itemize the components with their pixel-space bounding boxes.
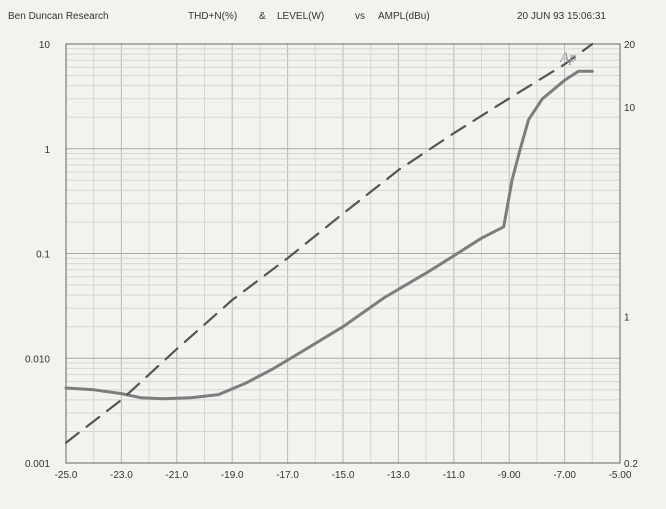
y-right-tick-label: 20 — [624, 40, 636, 51]
thd-series-line — [64, 69, 594, 401]
y-left-tick-label: 1 — [44, 145, 50, 156]
x-quantity-label: AMPL(dBu) — [378, 11, 430, 22]
x-tick-label: -15.0 — [332, 470, 355, 481]
y-right-tick-label: 10 — [624, 103, 636, 114]
y-left-tick-label: 0.010 — [25, 354, 50, 365]
x-tick-label: -23.0 — [110, 470, 133, 481]
brand-label: Ben Duncan Research — [8, 11, 109, 22]
y-left-tick-label: 10 — [39, 40, 51, 51]
x-tick-label: -25.0 — [55, 470, 78, 481]
x-tick-label: -11.0 — [443, 470, 465, 481]
measure-level-label: LEVEL(W) — [277, 11, 325, 22]
plot-frame — [65, 43, 621, 464]
level-series-line — [64, 42, 594, 444]
series-lines — [64, 42, 594, 444]
y-right-tick-label: 0.2 — [624, 459, 638, 470]
x-tick-label: -17.0 — [276, 470, 299, 481]
timestamp-label: 20 JUN 93 15:06:31 — [517, 11, 606, 22]
y-left-tick-label: 0.1 — [36, 250, 50, 261]
y-left-tick-label: 0.001 — [25, 459, 50, 470]
x-tick-label: -13.0 — [387, 470, 410, 481]
y-right-tick-label: 1 — [624, 313, 630, 324]
measure-thd-label: THD+N(%) — [188, 11, 238, 22]
annotation-ap: Ap — [559, 50, 577, 66]
x-tick-label: -7.00 — [553, 470, 576, 481]
vs-label: vs — [355, 11, 365, 22]
x-tick-label: -5.00 — [609, 470, 632, 481]
ampersand-label: & — [259, 11, 266, 22]
x-tick-label: -19.0 — [221, 470, 244, 481]
tick-labels: -25.0 -23.0 -21.0 -19.0 -17.0 -15.0 -13.0 -11.0… — [25, 40, 638, 481]
x-tick-label: -21.0 — [165, 470, 188, 481]
x-tick-label: -9.00 — [498, 470, 521, 481]
